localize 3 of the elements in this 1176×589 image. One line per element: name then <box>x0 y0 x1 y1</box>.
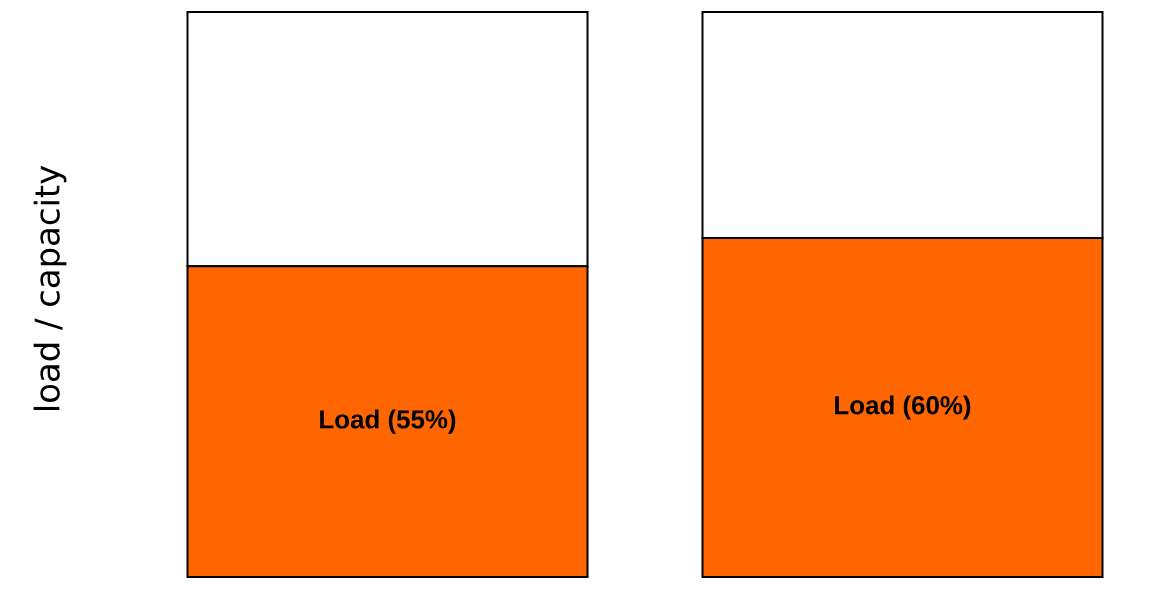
y-axis-title: load / capacity <box>33 165 67 410</box>
data-label: Load (55%) <box>320 409 456 434</box>
data-label: Load (60%) <box>835 395 971 420</box>
